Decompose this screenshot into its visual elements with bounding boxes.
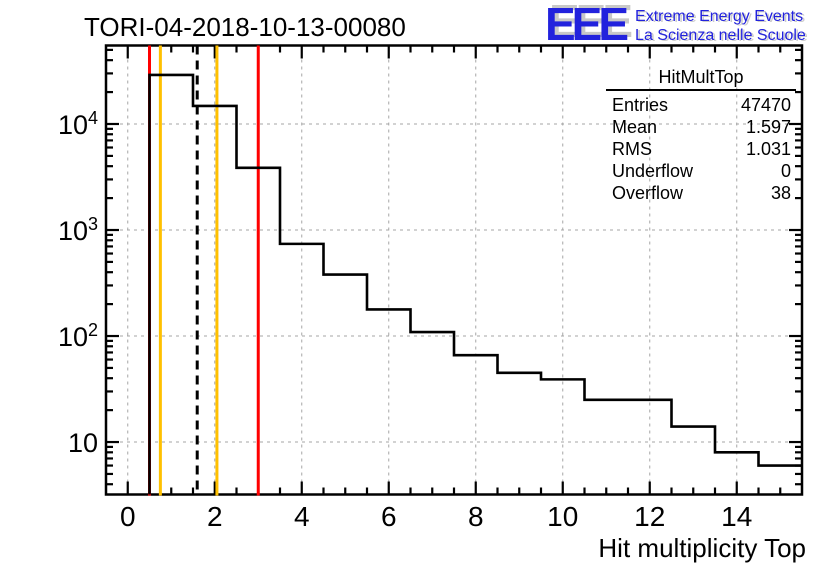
eee-logo: EEE Extreme Energy Events La Scienza nel…	[545, 0, 806, 50]
stats-label: Mean	[612, 117, 658, 137]
stats-row-entries: Entries 47470	[606, 94, 796, 116]
x-tick-label: 8	[468, 501, 484, 532]
stats-value: 1.031	[745, 139, 791, 159]
y-tick-label: 102	[58, 320, 98, 352]
stats-row-underflow: Underflow 0	[606, 160, 796, 182]
stats-row-rms: RMS 1.031	[606, 138, 796, 160]
histogram-step-line	[148, 73, 802, 495]
axis-ticks	[106, 45, 802, 495]
x-axis-title: Hit multiplicity Top	[598, 533, 806, 563]
stats-box: HitMultTop Entries 47470 Mean 1.597 RMS …	[606, 66, 796, 204]
stats-label: Entries	[612, 95, 669, 115]
axis-labels: 0 2 4 6 8 10 12 14 10 102 103 104	[58, 108, 752, 532]
x-tick-label: 6	[381, 501, 397, 532]
stats-value: 0	[780, 161, 791, 181]
x-tick-label: 0	[120, 501, 136, 532]
stats-box-title: HitMultTop	[606, 66, 796, 91]
y-tick-label: 10	[68, 428, 98, 458]
x-tick-label: 4	[294, 501, 310, 532]
gridlines	[106, 45, 802, 495]
y-tick-label: 103	[58, 214, 98, 246]
stats-label: Overflow	[612, 183, 684, 203]
stats-row-mean: Mean 1.597	[606, 116, 796, 138]
plot-title: TORI-04-2018-10-13-00080	[84, 12, 406, 42]
stats-label: Underflow	[612, 161, 694, 181]
stats-value: 1.597	[745, 117, 791, 137]
y-tick-label: 104	[58, 108, 98, 140]
x-tick-label: 12	[634, 501, 665, 532]
x-tick-label: 2	[207, 501, 223, 532]
stats-value: 38	[770, 183, 791, 203]
eee-logo-text: Extreme Energy Events La Scienza nelle S…	[635, 7, 806, 45]
eee-logo-line2: La Scienza nelle Scuole	[635, 27, 806, 44]
stats-value: 47470	[740, 95, 791, 115]
stats-label: RMS	[612, 139, 652, 159]
marker-lines	[148, 45, 260, 496]
x-tick-label: 14	[721, 501, 752, 532]
eee-logo-acronym: EEE	[545, 0, 629, 50]
eee-logo-line1: Extreme Energy Events	[635, 8, 804, 25]
stats-row-overflow: Overflow 38	[606, 182, 796, 204]
stats-box-rows: Entries 47470 Mean 1.597 RMS 1.031 Under…	[606, 94, 796, 204]
x-tick-label: 10	[547, 501, 578, 532]
